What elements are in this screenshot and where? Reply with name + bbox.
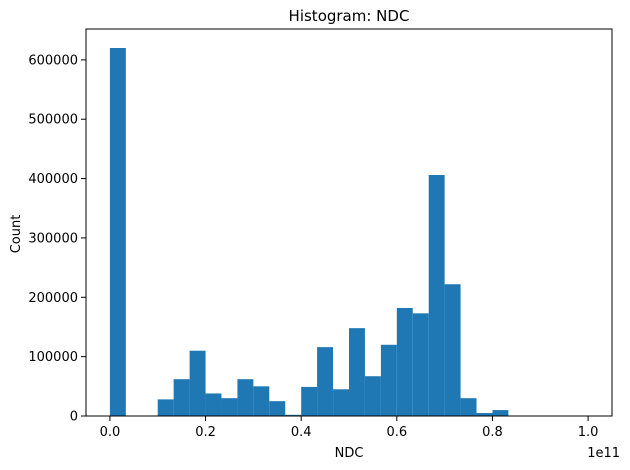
chart-title: Histogram: NDC xyxy=(289,7,410,25)
histogram-bar xyxy=(412,313,429,416)
histogram-bar xyxy=(205,393,222,416)
histogram-bar xyxy=(285,414,302,416)
histogram-bar xyxy=(380,344,397,416)
x-tick-label: 0.8 xyxy=(482,425,503,440)
histogram-bar xyxy=(253,386,270,416)
histogram-bar xyxy=(269,401,286,416)
histogram-bar xyxy=(317,347,334,416)
x-axis-ticks: 0.0 0.2 0.4 0.6 0.8 1.0 xyxy=(100,416,599,440)
histogram-bar xyxy=(189,350,206,416)
x-tick-label: 0.0 xyxy=(100,425,121,440)
histogram-bar xyxy=(301,386,318,416)
y-tick-label: 100000 xyxy=(28,350,78,365)
histogram-bar xyxy=(157,399,174,416)
y-tick-label: 400000 xyxy=(28,172,78,187)
y-tick-label: 200000 xyxy=(28,291,78,306)
histogram-bar xyxy=(173,379,190,416)
histogram-bar xyxy=(396,307,413,416)
histogram-bar xyxy=(428,175,445,416)
x-tick-label: 1.0 xyxy=(578,425,599,440)
x-tick-label: 0.2 xyxy=(195,425,216,440)
histogram-bar xyxy=(237,379,254,416)
histogram-bar xyxy=(364,376,381,416)
y-axis-label: Count xyxy=(9,215,24,254)
y-tick-label: 300000 xyxy=(28,231,78,246)
plot-area-frame xyxy=(85,28,613,417)
histogram-bar xyxy=(333,389,349,416)
histogram-bar xyxy=(349,328,365,416)
x-axis-label: NDC xyxy=(335,446,364,461)
histogram-bar xyxy=(444,284,461,416)
y-tick-label: 500000 xyxy=(28,113,78,128)
histogram-bar xyxy=(476,413,493,416)
bars-group xyxy=(109,47,509,416)
x-axis-offset-label: 1e11 xyxy=(587,446,620,461)
histogram-bar xyxy=(221,398,238,416)
y-axis-ticks: 0 100000 200000 300000 400000 500000 600000 xyxy=(28,53,86,425)
y-tick-label: 0 xyxy=(70,410,78,425)
histogram-bar xyxy=(460,398,477,416)
x-tick-label: 0.6 xyxy=(386,425,407,440)
y-tick-label: 600000 xyxy=(28,53,78,68)
x-tick-label: 0.4 xyxy=(291,425,312,440)
histogram-bar xyxy=(109,47,126,416)
histogram-bar xyxy=(492,410,509,416)
